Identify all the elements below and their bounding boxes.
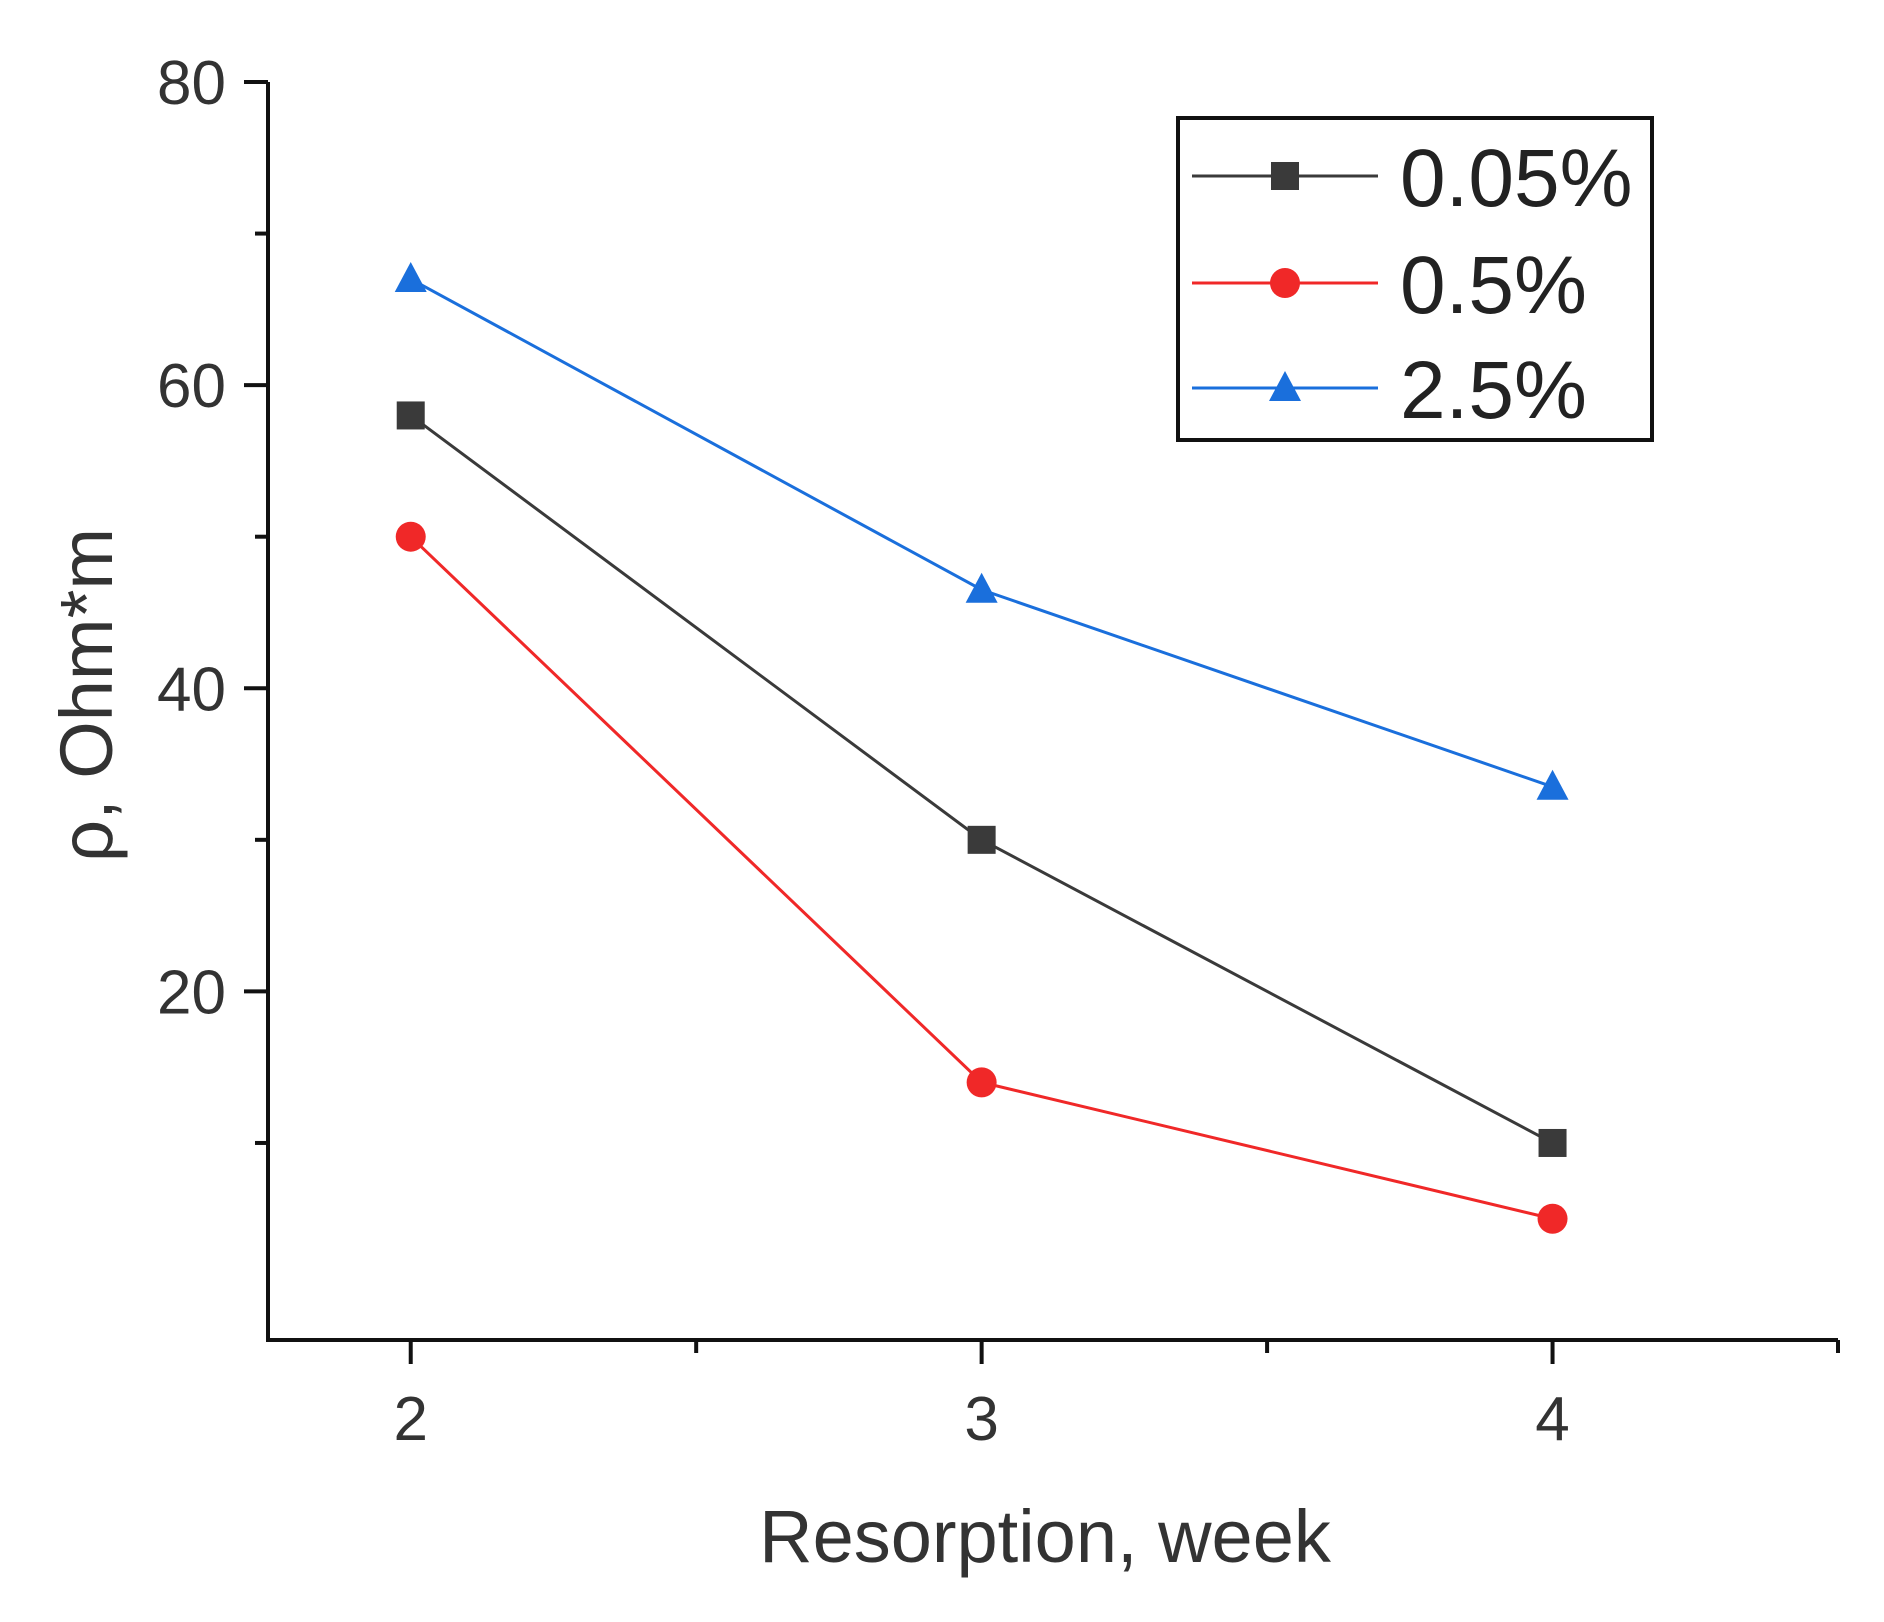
data-point bbox=[396, 401, 425, 430]
data-point bbox=[1537, 1203, 1568, 1234]
x-tick-label: 2 bbox=[393, 1385, 427, 1454]
legend-item: 0.5% bbox=[1192, 240, 1587, 331]
data-point bbox=[965, 572, 998, 603]
y-axis-title: ρ, Ohm*m bbox=[45, 528, 128, 862]
legend-item: 0.05% bbox=[1192, 133, 1633, 224]
data-point bbox=[1538, 1128, 1567, 1157]
axes: 20 40 60 80 2 3 4 bbox=[157, 49, 1840, 1454]
data-point bbox=[967, 825, 996, 854]
x-axis-title: Resorption, week bbox=[759, 1495, 1332, 1578]
series-2.5% bbox=[394, 262, 1569, 800]
series-0.05% bbox=[396, 401, 1567, 1157]
y-tick-label: 80 bbox=[157, 49, 226, 118]
y-tick-label: 60 bbox=[157, 352, 226, 421]
legend-marker bbox=[1269, 371, 1301, 401]
y-tick-label: 20 bbox=[157, 958, 226, 1027]
x-tick-label: 4 bbox=[1535, 1385, 1569, 1454]
data-point bbox=[394, 262, 427, 293]
legend-label: 0.05% bbox=[1400, 133, 1633, 224]
data-point bbox=[1536, 769, 1569, 800]
series-0.5% bbox=[395, 521, 1568, 1234]
data-point bbox=[966, 1067, 997, 1098]
data-point bbox=[395, 521, 426, 552]
legend-marker bbox=[1271, 162, 1299, 190]
y-tick-label: 40 bbox=[157, 655, 226, 724]
x-tick-label: 3 bbox=[964, 1385, 998, 1454]
series-layer bbox=[394, 262, 1569, 1234]
legend-label: 2.5% bbox=[1400, 345, 1587, 436]
legend-item: 2.5% bbox=[1192, 345, 1587, 436]
legend-label: 0.5% bbox=[1400, 240, 1587, 331]
legend-marker bbox=[1270, 268, 1300, 298]
legend-box bbox=[1176, 116, 1654, 442]
legend: 0.05% 0.5% 2.5% bbox=[1176, 116, 1654, 442]
